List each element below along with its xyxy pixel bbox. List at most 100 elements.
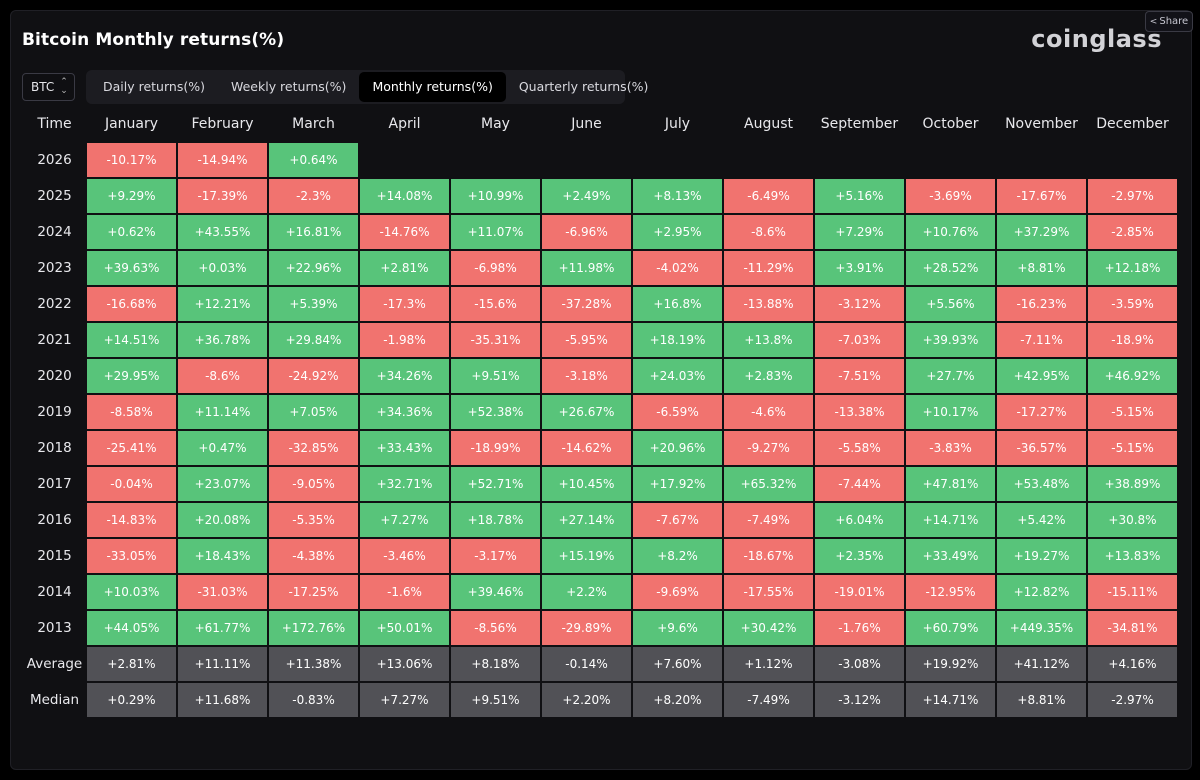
year-label: 2020: [37, 368, 72, 384]
return-cell: +47.81%: [906, 467, 995, 501]
return-cell: -4.02%: [633, 251, 722, 285]
return-cell: +7.29%: [815, 215, 904, 249]
return-cell: -2.3%: [269, 179, 358, 213]
return-cell: +7.27%: [360, 503, 449, 537]
table-row: 2016 -14.83% +20.08% -5.35% +7.27% +18.78% +27…: [24, 503, 1177, 537]
summary-label: Average: [26, 656, 83, 672]
return-cell: -5.15%: [1088, 395, 1177, 429]
return-cell: -17.25%: [269, 575, 358, 609]
return-cell: -7.11%: [997, 323, 1086, 357]
return-cell: -7.51%: [815, 359, 904, 393]
table-row: 2025 +9.29% -17.39% -2.3% +14.08% +10.99% +2.4…: [24, 179, 1177, 213]
return-cell: +11.14%: [178, 395, 267, 429]
tab-quarterly-returns[interactable]: Quarterly returns(%): [518, 79, 649, 94]
return-cell: +39.46%: [451, 575, 540, 609]
column-header-november: November: [1005, 116, 1078, 132]
return-cell: -1.98%: [360, 323, 449, 357]
table-row: 2022 -16.68% +12.21% +5.39% -17.3% -15.6% -37.…: [24, 287, 1177, 321]
column-header-october: October: [922, 116, 979, 132]
return-cell: +6.04%: [815, 503, 904, 537]
empty-cell: [451, 143, 540, 177]
summary-cell: +41.12%: [997, 647, 1086, 681]
summary-cell: -2.97%: [1088, 683, 1177, 717]
return-cell: +8.13%: [633, 179, 722, 213]
share-button[interactable]: < Share: [1145, 11, 1193, 32]
column-header-january: January: [104, 116, 159, 132]
return-cell: +13.8%: [724, 323, 813, 357]
return-cell: +3.91%: [815, 251, 904, 285]
return-cell: +2.81%: [360, 251, 449, 285]
summary-cell: +8.81%: [997, 683, 1086, 717]
tab-daily-returns[interactable]: Daily returns(%): [103, 79, 205, 94]
return-cell: +2.95%: [633, 215, 722, 249]
return-cell: +2.2%: [542, 575, 631, 609]
return-cell: -3.59%: [1088, 287, 1177, 321]
return-cell: -14.76%: [360, 215, 449, 249]
return-cell: +13.83%: [1088, 539, 1177, 573]
return-cell: +28.52%: [906, 251, 995, 285]
return-cell: -2.97%: [1088, 179, 1177, 213]
return-cell: +24.03%: [633, 359, 722, 393]
return-cell: -3.18%: [542, 359, 631, 393]
return-cell: -36.57%: [997, 431, 1086, 465]
page-title: Bitcoin Monthly returns(%): [22, 30, 285, 50]
asset-select[interactable]: BTC ⌃ ⌄: [22, 73, 75, 101]
summary-cell: -0.14%: [542, 647, 631, 681]
summary-cell: +14.71%: [906, 683, 995, 717]
return-cell: -6.96%: [542, 215, 631, 249]
return-cell: +9.6%: [633, 611, 722, 645]
return-cell: -29.89%: [542, 611, 631, 645]
return-cell: +14.51%: [87, 323, 176, 357]
return-cell: +29.95%: [87, 359, 176, 393]
year-label: 2019: [37, 404, 72, 420]
year-label: 2018: [37, 440, 72, 456]
return-cell: +10.17%: [906, 395, 995, 429]
return-cell: -5.15%: [1088, 431, 1177, 465]
return-cell: +52.38%: [451, 395, 540, 429]
return-cell: +15.19%: [542, 539, 631, 573]
return-cell: +30.8%: [1088, 503, 1177, 537]
return-cell: +9.51%: [451, 359, 540, 393]
return-cell: -33.05%: [87, 539, 176, 573]
return-cell: +11.07%: [451, 215, 540, 249]
return-cell: -1.6%: [360, 575, 449, 609]
return-cell: -9.27%: [724, 431, 813, 465]
return-cell: -18.9%: [1088, 323, 1177, 357]
return-cell: +33.43%: [360, 431, 449, 465]
return-cell: +33.49%: [906, 539, 995, 573]
empty-cell: [633, 143, 722, 177]
year-label: 2016: [37, 512, 72, 528]
empty-cell: [906, 143, 995, 177]
column-header-march: March: [292, 116, 335, 132]
return-cell: +20.96%: [633, 431, 722, 465]
summary-cell: +11.11%: [178, 647, 267, 681]
return-cell: -7.49%: [724, 503, 813, 537]
return-cell: +449.35%: [997, 611, 1086, 645]
updown-chevron-icon: ⌃ ⌄: [60, 77, 68, 96]
summary-cell: +9.51%: [451, 683, 540, 717]
return-cell: -37.28%: [542, 287, 631, 321]
table-row: 2026 -10.17% -14.94% +0.64%: [24, 143, 1177, 177]
return-cell: -4.38%: [269, 539, 358, 573]
return-cell: -9.05%: [269, 467, 358, 501]
returns-tabs: Daily returns(%) Weekly returns(%) Month…: [86, 70, 648, 104]
return-cell: +12.21%: [178, 287, 267, 321]
return-cell: +9.29%: [87, 179, 176, 213]
table-row: 2021 +14.51% +36.78% +29.84% -1.98% -35.31% -5…: [24, 323, 1177, 357]
year-label: 2025: [37, 188, 72, 204]
return-cell: +29.84%: [269, 323, 358, 357]
table-row: 2014 +10.03% -31.03% -17.25% -1.6% +39.46% +2.…: [24, 575, 1177, 609]
return-cell: +27.7%: [906, 359, 995, 393]
empty-cell: [542, 143, 631, 177]
tab-weekly-returns[interactable]: Weekly returns(%): [230, 79, 347, 94]
return-cell: -18.99%: [451, 431, 540, 465]
tab-monthly-returns[interactable]: Monthly returns(%): [359, 72, 506, 102]
return-cell: -7.67%: [633, 503, 722, 537]
summary-cell: +8.18%: [451, 647, 540, 681]
summary-cell: +7.27%: [360, 683, 449, 717]
empty-cell: [1088, 143, 1177, 177]
return-cell: -32.85%: [269, 431, 358, 465]
share-icon: <: [1149, 16, 1158, 27]
return-cell: +52.71%: [451, 467, 540, 501]
return-cell: +65.32%: [724, 467, 813, 501]
